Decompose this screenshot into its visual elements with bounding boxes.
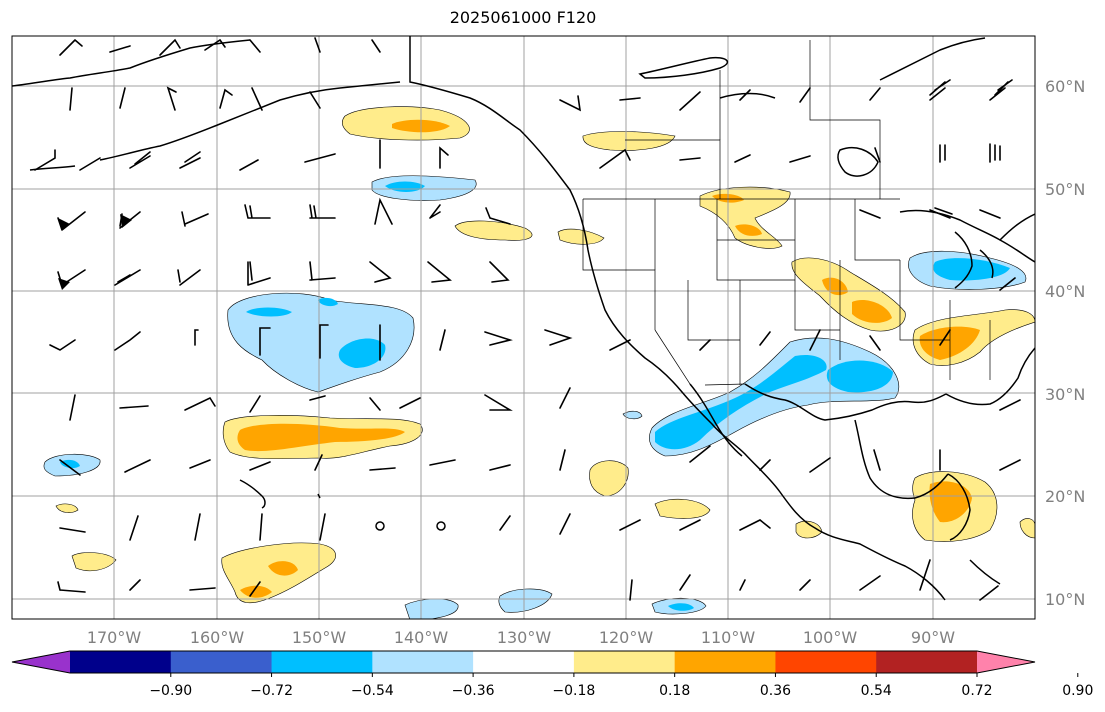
colorbar-tick-label: 0.36 <box>760 683 791 699</box>
lon-label: 160°W <box>190 628 245 647</box>
lat-label: 30°N <box>1045 385 1085 404</box>
lon-label: 170°W <box>87 628 142 647</box>
colorbar-segment <box>674 651 776 673</box>
map-title: 2025061000 F120 <box>449 8 597 27</box>
lat-label: 20°N <box>1045 487 1085 506</box>
colorbar-tick-label: −0.36 <box>452 683 495 699</box>
colorbar-tick-label: −0.54 <box>351 683 394 699</box>
lon-label: 100°W <box>803 628 858 647</box>
colorbar: −0.90 −0.72 −0.54 −0.36 −0.18 0.18 0.36 0.54 0.7… <box>11 650 1093 699</box>
colorbar-outline <box>11 650 1036 674</box>
contour-pos-east-pacific-1 <box>589 460 629 497</box>
colorbar-segment <box>170 651 273 673</box>
colorbar-tick-label: 0.54 <box>861 683 892 699</box>
contour-neg-south-2 <box>498 588 553 613</box>
colorbar-segment <box>372 651 474 673</box>
longitude-labels: 170°W 160°W 150°W 140°W 130°W 120°W 110°… <box>87 628 955 647</box>
lat-label: 10°N <box>1045 590 1085 609</box>
wind-barbs <box>34 37 1021 601</box>
colorbar-segment <box>70 651 172 673</box>
lat-label: 50°N <box>1045 180 1085 199</box>
colorbar-extend-high <box>977 651 1035 673</box>
contour-pos-small-2 <box>55 503 79 513</box>
contour-neg-south-1 <box>404 598 459 619</box>
lon-label: 110°W <box>701 628 756 647</box>
colorbar-segment <box>473 651 575 673</box>
lon-label: 140°W <box>394 628 449 647</box>
contour-pos-canada-1 <box>582 131 676 151</box>
colorbar-tick-label: 0.90 <box>1062 683 1093 699</box>
colorbar-segment <box>271 651 373 673</box>
graticule <box>12 36 1035 619</box>
islands <box>239 479 446 531</box>
political-borders <box>582 40 991 386</box>
colorbar-tick-label: −0.90 <box>149 683 192 699</box>
colorbar-extend-low <box>12 651 70 673</box>
wind-pennants <box>58 214 132 290</box>
colorbar-tick-label: −0.72 <box>250 683 293 699</box>
colorbar-segment <box>775 651 877 673</box>
lat-label: 40°N <box>1045 282 1085 301</box>
contour-pos-offshore-2 <box>557 228 605 245</box>
lon-label: 130°W <box>497 628 552 647</box>
map-frame <box>11 35 1036 620</box>
contour-pos-small-1 <box>71 552 117 572</box>
contour-pos-small-4 <box>1019 518 1035 539</box>
colorbar-tick-label: −0.18 <box>552 683 595 699</box>
lon-label: 120°W <box>599 628 654 647</box>
lon-label: 150°W <box>292 628 347 647</box>
lat-label: 60°N <box>1045 77 1085 96</box>
coastlines <box>12 36 1035 601</box>
colorbar-tick-label: 0.72 <box>961 683 992 699</box>
colorbar-segment <box>573 651 676 673</box>
contour-pos-montana <box>699 186 791 249</box>
colorbar-segment <box>876 651 978 673</box>
contour-pos-offshore-1 <box>454 220 533 241</box>
latitude-labels: 60°N 50°N 40°N 30°N 20°N 10°N <box>1045 77 1085 609</box>
contour-pos-east-pacific-2 <box>654 498 711 519</box>
colorbar-tick-label: 0.18 <box>659 683 690 699</box>
contour-neg-small-baja <box>622 410 643 420</box>
contour-neg-gulf-of-alaska <box>371 175 477 201</box>
map-plot-area <box>12 36 1035 619</box>
lon-label: 90°W <box>911 628 955 647</box>
